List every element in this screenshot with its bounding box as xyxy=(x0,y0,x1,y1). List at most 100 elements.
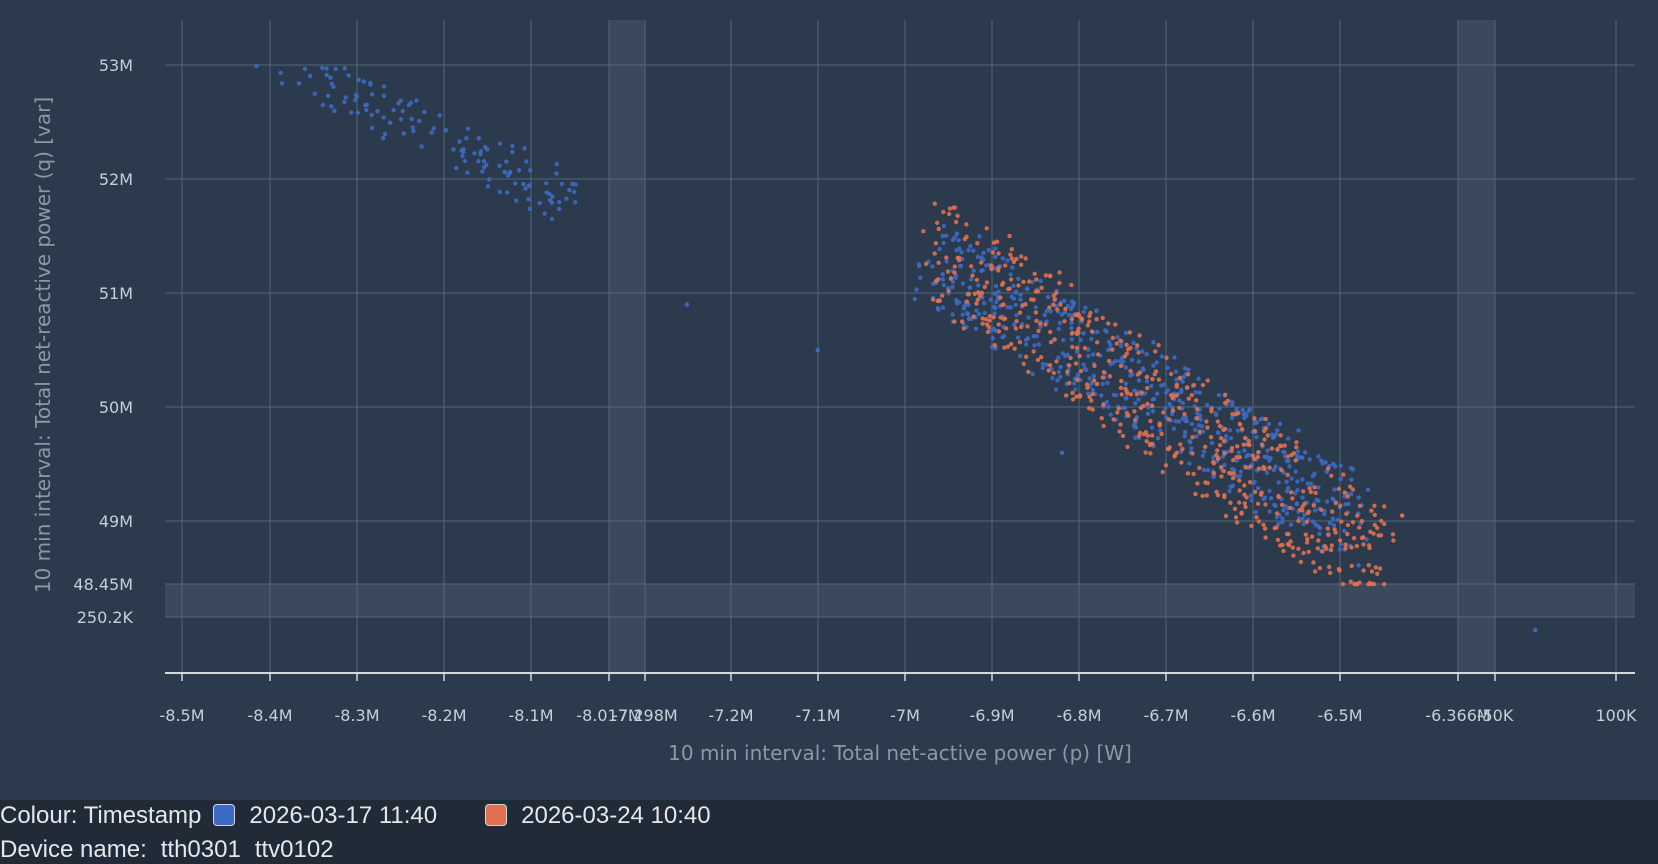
scatter-point[interactable] xyxy=(1040,365,1046,371)
scatter-point[interactable] xyxy=(375,109,380,114)
scatter-point[interactable] xyxy=(993,246,998,251)
scatter-point[interactable] xyxy=(1125,444,1130,450)
scatter-point[interactable] xyxy=(1237,478,1242,483)
device-name-item[interactable]: tth0301 xyxy=(160,836,241,863)
scatter-point[interactable] xyxy=(329,104,334,109)
scatter-point[interactable] xyxy=(333,66,338,72)
scatter-point[interactable] xyxy=(559,181,564,187)
scatter-point[interactable] xyxy=(1123,330,1129,336)
scatter-point[interactable] xyxy=(1163,406,1168,411)
scatter-point[interactable] xyxy=(1275,446,1280,452)
scatter-point[interactable] xyxy=(1333,530,1338,535)
scatter-point[interactable] xyxy=(1243,504,1248,510)
scatter-point[interactable] xyxy=(1296,428,1301,433)
scatter-point[interactable] xyxy=(1009,247,1014,252)
scatter-point[interactable] xyxy=(1006,286,1011,292)
scatter-point[interactable] xyxy=(1232,506,1238,511)
scatter-point[interactable] xyxy=(1204,419,1209,424)
scatter-point[interactable] xyxy=(1019,324,1024,330)
scatter-point[interactable] xyxy=(1110,347,1115,352)
scatter-point[interactable] xyxy=(1038,278,1043,284)
scatter-point[interactable] xyxy=(1343,542,1348,547)
scatter-point[interactable] xyxy=(1023,342,1029,347)
scatter-point[interactable] xyxy=(1168,371,1174,377)
scatter-point[interactable] xyxy=(1218,465,1224,470)
scatter-point[interactable] xyxy=(1361,542,1366,547)
scatter-point[interactable] xyxy=(1223,400,1228,406)
scatter-point[interactable] xyxy=(465,126,471,131)
scatter-point[interactable] xyxy=(1239,511,1244,516)
scatter-point[interactable] xyxy=(1058,302,1063,307)
scatter-point[interactable] xyxy=(1277,421,1283,427)
scatter-point[interactable] xyxy=(1215,493,1221,498)
scatter-point[interactable] xyxy=(1263,416,1268,422)
scatter-point[interactable] xyxy=(1337,538,1343,543)
scatter-point[interactable] xyxy=(544,190,549,195)
scatter-point[interactable] xyxy=(478,152,483,157)
scatter-point[interactable] xyxy=(1042,312,1048,318)
scatter-point[interactable] xyxy=(1069,331,1075,336)
scatter-point[interactable] xyxy=(1186,367,1191,372)
scatter-point[interactable] xyxy=(1294,445,1299,450)
scatter-plot[interactable]: -8.5M -8.4M -8.3M -8.2M -8.1M -8.017M-7.298M -… xyxy=(0,0,1658,800)
scatter-point[interactable] xyxy=(523,186,528,191)
scatter-point[interactable] xyxy=(1263,535,1268,540)
scatter-point[interactable] xyxy=(485,184,491,189)
scatter-point[interactable] xyxy=(1279,468,1284,473)
scatter-point[interactable] xyxy=(975,241,980,246)
scatter-point[interactable] xyxy=(1347,484,1353,489)
scatter-point[interactable] xyxy=(1204,493,1210,498)
scatter-point[interactable] xyxy=(1159,354,1165,359)
scatter-point[interactable] xyxy=(1033,305,1039,310)
scatter-point[interactable] xyxy=(1118,385,1124,390)
scatter-point[interactable] xyxy=(1129,357,1135,363)
scatter-point[interactable] xyxy=(1330,516,1336,521)
scatter-point[interactable] xyxy=(1056,369,1062,375)
scatter-point[interactable] xyxy=(1077,353,1082,359)
scatter-point[interactable] xyxy=(1281,508,1286,513)
scatter-point[interactable] xyxy=(554,171,559,176)
scatter-point[interactable] xyxy=(984,322,990,327)
scatter-point[interactable] xyxy=(972,291,977,296)
scatter-point[interactable] xyxy=(1025,336,1030,341)
scatter-point[interactable] xyxy=(324,66,329,71)
scatter-point[interactable] xyxy=(1345,522,1351,528)
scatter-point[interactable] xyxy=(1132,409,1137,414)
scatter-point[interactable] xyxy=(950,237,956,243)
scatter-point[interactable] xyxy=(1136,350,1141,355)
scatter-point[interactable] xyxy=(1307,457,1312,462)
scatter-point[interactable] xyxy=(1013,302,1018,308)
scatter-point[interactable] xyxy=(981,250,986,256)
scatter-point[interactable] xyxy=(1317,565,1323,571)
scatter-point[interactable] xyxy=(324,72,329,78)
scatter-point[interactable] xyxy=(1242,435,1248,441)
scatter-point[interactable] xyxy=(1132,388,1137,393)
scatter-point[interactable] xyxy=(1189,446,1194,451)
scatter-point[interactable] xyxy=(1166,417,1171,422)
scatter-point[interactable] xyxy=(1141,403,1146,409)
scatter-point[interactable] xyxy=(1239,426,1245,432)
scatter-point[interactable] xyxy=(1247,442,1252,448)
scatter-point[interactable] xyxy=(1332,487,1337,492)
scatter-point[interactable] xyxy=(1081,309,1086,315)
scatter-point[interactable] xyxy=(1005,304,1010,310)
scatter-point[interactable] xyxy=(382,131,388,137)
scatter-point[interactable] xyxy=(1195,411,1200,416)
scatter-point[interactable] xyxy=(1150,403,1155,409)
scatter-point[interactable] xyxy=(975,297,980,302)
scatter-point[interactable] xyxy=(1169,405,1175,410)
scatter-point[interactable] xyxy=(570,181,575,187)
scatter-point[interactable] xyxy=(410,125,415,130)
scatter-point[interactable] xyxy=(1286,531,1291,537)
scatter-point[interactable] xyxy=(1253,510,1258,515)
scatter-point[interactable] xyxy=(1180,400,1186,406)
scatter-point[interactable] xyxy=(1050,375,1055,381)
scatter-point[interactable] xyxy=(1128,368,1133,374)
scatter-point[interactable] xyxy=(1033,310,1039,315)
scatter-point[interactable] xyxy=(1302,512,1307,517)
scatter-point[interactable] xyxy=(1133,401,1138,406)
scatter-point[interactable] xyxy=(1286,436,1291,441)
scatter-point[interactable] xyxy=(328,75,333,80)
scatter-point[interactable] xyxy=(1012,322,1017,327)
scatter-point[interactable] xyxy=(1090,407,1095,412)
